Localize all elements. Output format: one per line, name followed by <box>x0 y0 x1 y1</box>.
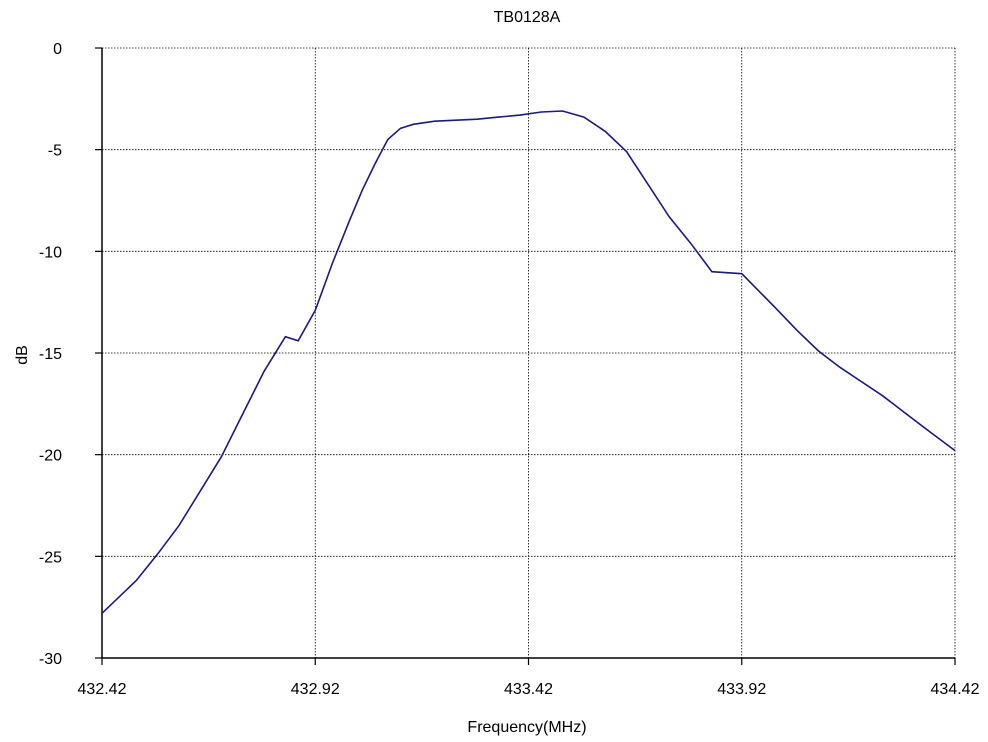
x-tick-label: 433.92 <box>717 681 766 698</box>
y-tick-label: -20 <box>39 448 62 465</box>
x-tick-label: 432.92 <box>291 681 340 698</box>
y-tick-label: 0 <box>53 41 62 58</box>
x-tick-label: 432.42 <box>78 681 127 698</box>
x-tick-label: 433.42 <box>504 681 553 698</box>
y-tick-labels: 0 -5 -10 -15 -20 -25 -30 <box>39 41 62 668</box>
y-tick-label: -5 <box>48 143 62 160</box>
plot-area <box>95 47 956 665</box>
axes <box>95 47 956 665</box>
x-tick-label: 434.42 <box>931 681 980 698</box>
y-tick-label: -10 <box>39 244 62 261</box>
x-tick-labels: 432.42 432.92 433.42 433.92 434.42 <box>78 681 980 698</box>
y-tick-label: -15 <box>39 346 62 363</box>
grid <box>102 47 956 658</box>
y-axis-label: dB <box>14 345 31 365</box>
y-tick-label: -30 <box>39 651 62 668</box>
series-line <box>101 110 956 614</box>
chart-title: TB0128A <box>494 9 561 26</box>
y-tick-label: -25 <box>39 549 62 566</box>
x-axis-label: Frequency(MHz) <box>467 719 586 736</box>
